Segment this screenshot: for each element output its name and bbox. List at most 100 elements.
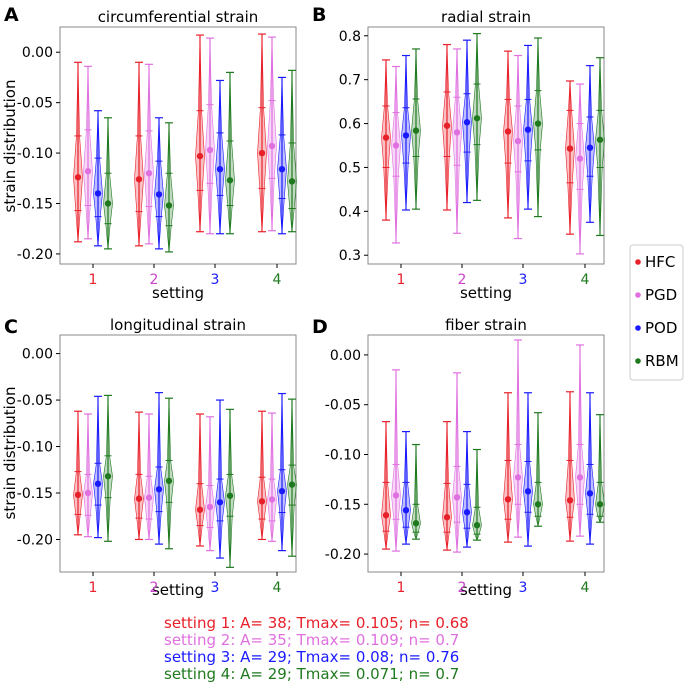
violin-median-hfc [443,514,451,521]
violin-median-pod [94,480,102,487]
y-tick-label: -0.15 [17,486,53,502]
violin-median-pod [586,490,594,497]
violin-median-hfc [258,149,266,157]
y-tick-label: 0.00 [22,45,53,61]
x-tick-label: 3 [211,272,220,288]
violin-median-pod [402,132,410,139]
y-tick-label: -0.05 [17,96,53,112]
legend-marker-hfc [635,259,641,265]
violin-median-rbm [104,473,112,480]
panel-b-letter: B [312,4,326,26]
violin-median-pgd [576,155,584,162]
y-tick-label: -0.15 [325,497,361,513]
x-tick-label: 1 [397,272,406,288]
panel-a-xlabel: setting [152,284,204,302]
violin-median-rbm [104,200,112,207]
legend-marker-rbm [635,358,641,364]
violin-median-rbm [288,481,296,488]
x-tick-label: 4 [273,272,282,288]
violin-median-rbm [226,492,234,499]
y-tick-label: -0.10 [17,146,53,162]
y-tick-label: 0.4 [339,204,361,220]
violin-median-hfc [504,128,512,135]
violin-median-hfc [196,152,204,160]
panel-a-plot: 0.00 -0.05 -0.10 -0.15 -0.20 1 2 3 4 [17,33,297,288]
panel-c-plot: 0.00 -0.05 -0.10 -0.15 -0.20 1 2 3 4 [17,347,297,596]
violin-median-rbm [534,120,542,127]
y-tick-label: -0.05 [325,398,361,414]
x-tick-label: 2 [150,580,159,596]
violin-median-rbm [596,136,604,143]
violin-median-pod [586,144,594,151]
panel-d-xlabel: setting [460,581,512,599]
violin-median-pod [216,499,224,506]
y-tick-label: 0.00 [330,348,361,364]
x-tick-label: 1 [397,580,406,596]
violin-median-hfc [74,174,82,181]
y-tick-label: -0.10 [17,440,53,456]
x-tick-label: 1 [89,272,98,288]
y-tick-label: -0.10 [325,447,361,463]
violin-median-rbm [288,178,296,185]
legend-marker-pod [635,325,641,331]
legend-label-pod: POD [645,319,677,337]
x-tick-label: 4 [581,580,590,596]
x-tick-label: 2 [458,580,467,596]
violin-median-pgd [145,494,153,501]
panel-c-letter: C [4,316,18,338]
violin-median-pgd [84,489,92,497]
legend-label-rbm: RBM [645,352,679,370]
violin-median-hfc [443,122,451,129]
y-tick-label: -0.15 [17,196,53,212]
legend-box [629,244,684,381]
violin-median-pgd [576,474,584,481]
violin-median-hfc [135,176,143,183]
violin-median-pgd [268,496,276,503]
violin-median-pod [463,509,471,516]
violin-median-pod [278,166,286,173]
violin-median-pgd [268,142,276,150]
panel-b-title: radial strain [441,8,531,26]
panel-a-ylabel: strain distribution [1,80,19,213]
violin-median-rbm [226,177,234,184]
violin-median-hfc [382,134,390,141]
panel-a-frame [59,26,297,265]
violin-median-pgd [453,494,461,501]
x-tick-label: 3 [519,272,528,288]
violin-median-pod [402,507,410,514]
violin-median-pgd [514,137,522,145]
violin-median-hfc [135,495,143,502]
y-tick-label: 0.8 [339,29,361,45]
x-tick-label: 1 [89,580,98,596]
violin-median-pgd [206,146,214,154]
y-tick-label: 0.3 [339,248,361,264]
violin-median-rbm [412,127,420,134]
violin-median-pod [463,119,471,126]
violin-median-pgd [392,492,400,499]
violin-median-hfc [74,491,82,499]
y-tick-label: 0.7 [339,73,361,89]
y-tick-label: 0.6 [339,117,361,133]
violin-median-rbm [412,520,420,527]
violin-median-rbm [473,521,481,529]
x-tick-label: 3 [211,580,220,596]
x-tick-label: 2 [150,272,159,288]
violin-median-pgd [145,170,153,177]
violin-median-pod [278,487,286,495]
violin-median-rbm [596,501,604,508]
y-tick-label: 0.5 [339,160,361,176]
caption-line-4: setting 4: A= 29; Tmax= 0.071; n= 0.7 [164,665,459,683]
violin-median-pgd [514,474,522,481]
panel-c-ylabel: strain distribution [1,387,19,520]
violin-median-rbm [165,477,173,485]
x-tick-label: 2 [458,272,467,288]
y-tick-label: -0.20 [325,547,361,563]
panel-c-xlabel: setting [152,581,204,599]
y-tick-label: -0.20 [17,532,53,548]
caption: setting 1: A= 38; Tmax= 0.105; n= 0.68 s… [164,614,469,683]
legend-marker-pgd [635,292,641,298]
x-tick-label: 3 [519,580,528,596]
y-tick-label: -0.20 [17,247,53,263]
violin-median-hfc [504,496,512,503]
